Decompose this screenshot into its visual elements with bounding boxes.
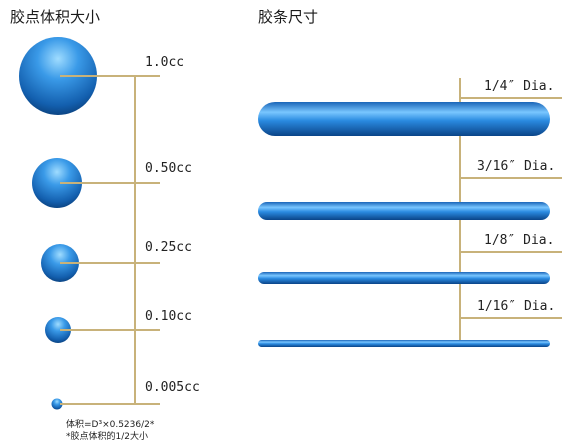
glue-dot-1-0cc: [19, 37, 97, 115]
dot-label-1-0cc: 1.0cc: [145, 55, 185, 70]
glue-bead-3-16: [258, 202, 550, 220]
bead-size-title: 胶条尺寸: [258, 8, 319, 26]
glue-bead-1-4: [258, 102, 550, 136]
volume-formula: 体积=D³×0.5236/2*: [66, 420, 155, 430]
bead-label-1-8: 1/8″ Dia.: [484, 233, 555, 248]
volume-formula-note: *胶点体积的1/2大小: [66, 432, 148, 442]
dot-label-0-005cc: 0.005cc: [145, 380, 200, 395]
glue-dot-0-005cc: [51, 398, 63, 410]
glue-dot-0-50cc: [32, 158, 82, 208]
bead-label-1-4: 1/4″ Dia.: [484, 79, 555, 94]
bead-label-1-16: 1/16″ Dia.: [477, 299, 556, 314]
dot-label-0-10cc: 0.10cc: [145, 309, 192, 324]
glue-bead-1-16: [258, 340, 550, 347]
dot-label-0-50cc: 0.50cc: [145, 161, 192, 176]
glue-dot-0-10cc: [45, 317, 71, 343]
bead-label-3-16: 3/16″ Dia.: [477, 159, 556, 174]
dot-label-0-25cc: 0.25cc: [145, 240, 192, 255]
glue-bead-1-8: [258, 272, 550, 284]
dot-volume-title: 胶点体积大小: [10, 8, 101, 26]
